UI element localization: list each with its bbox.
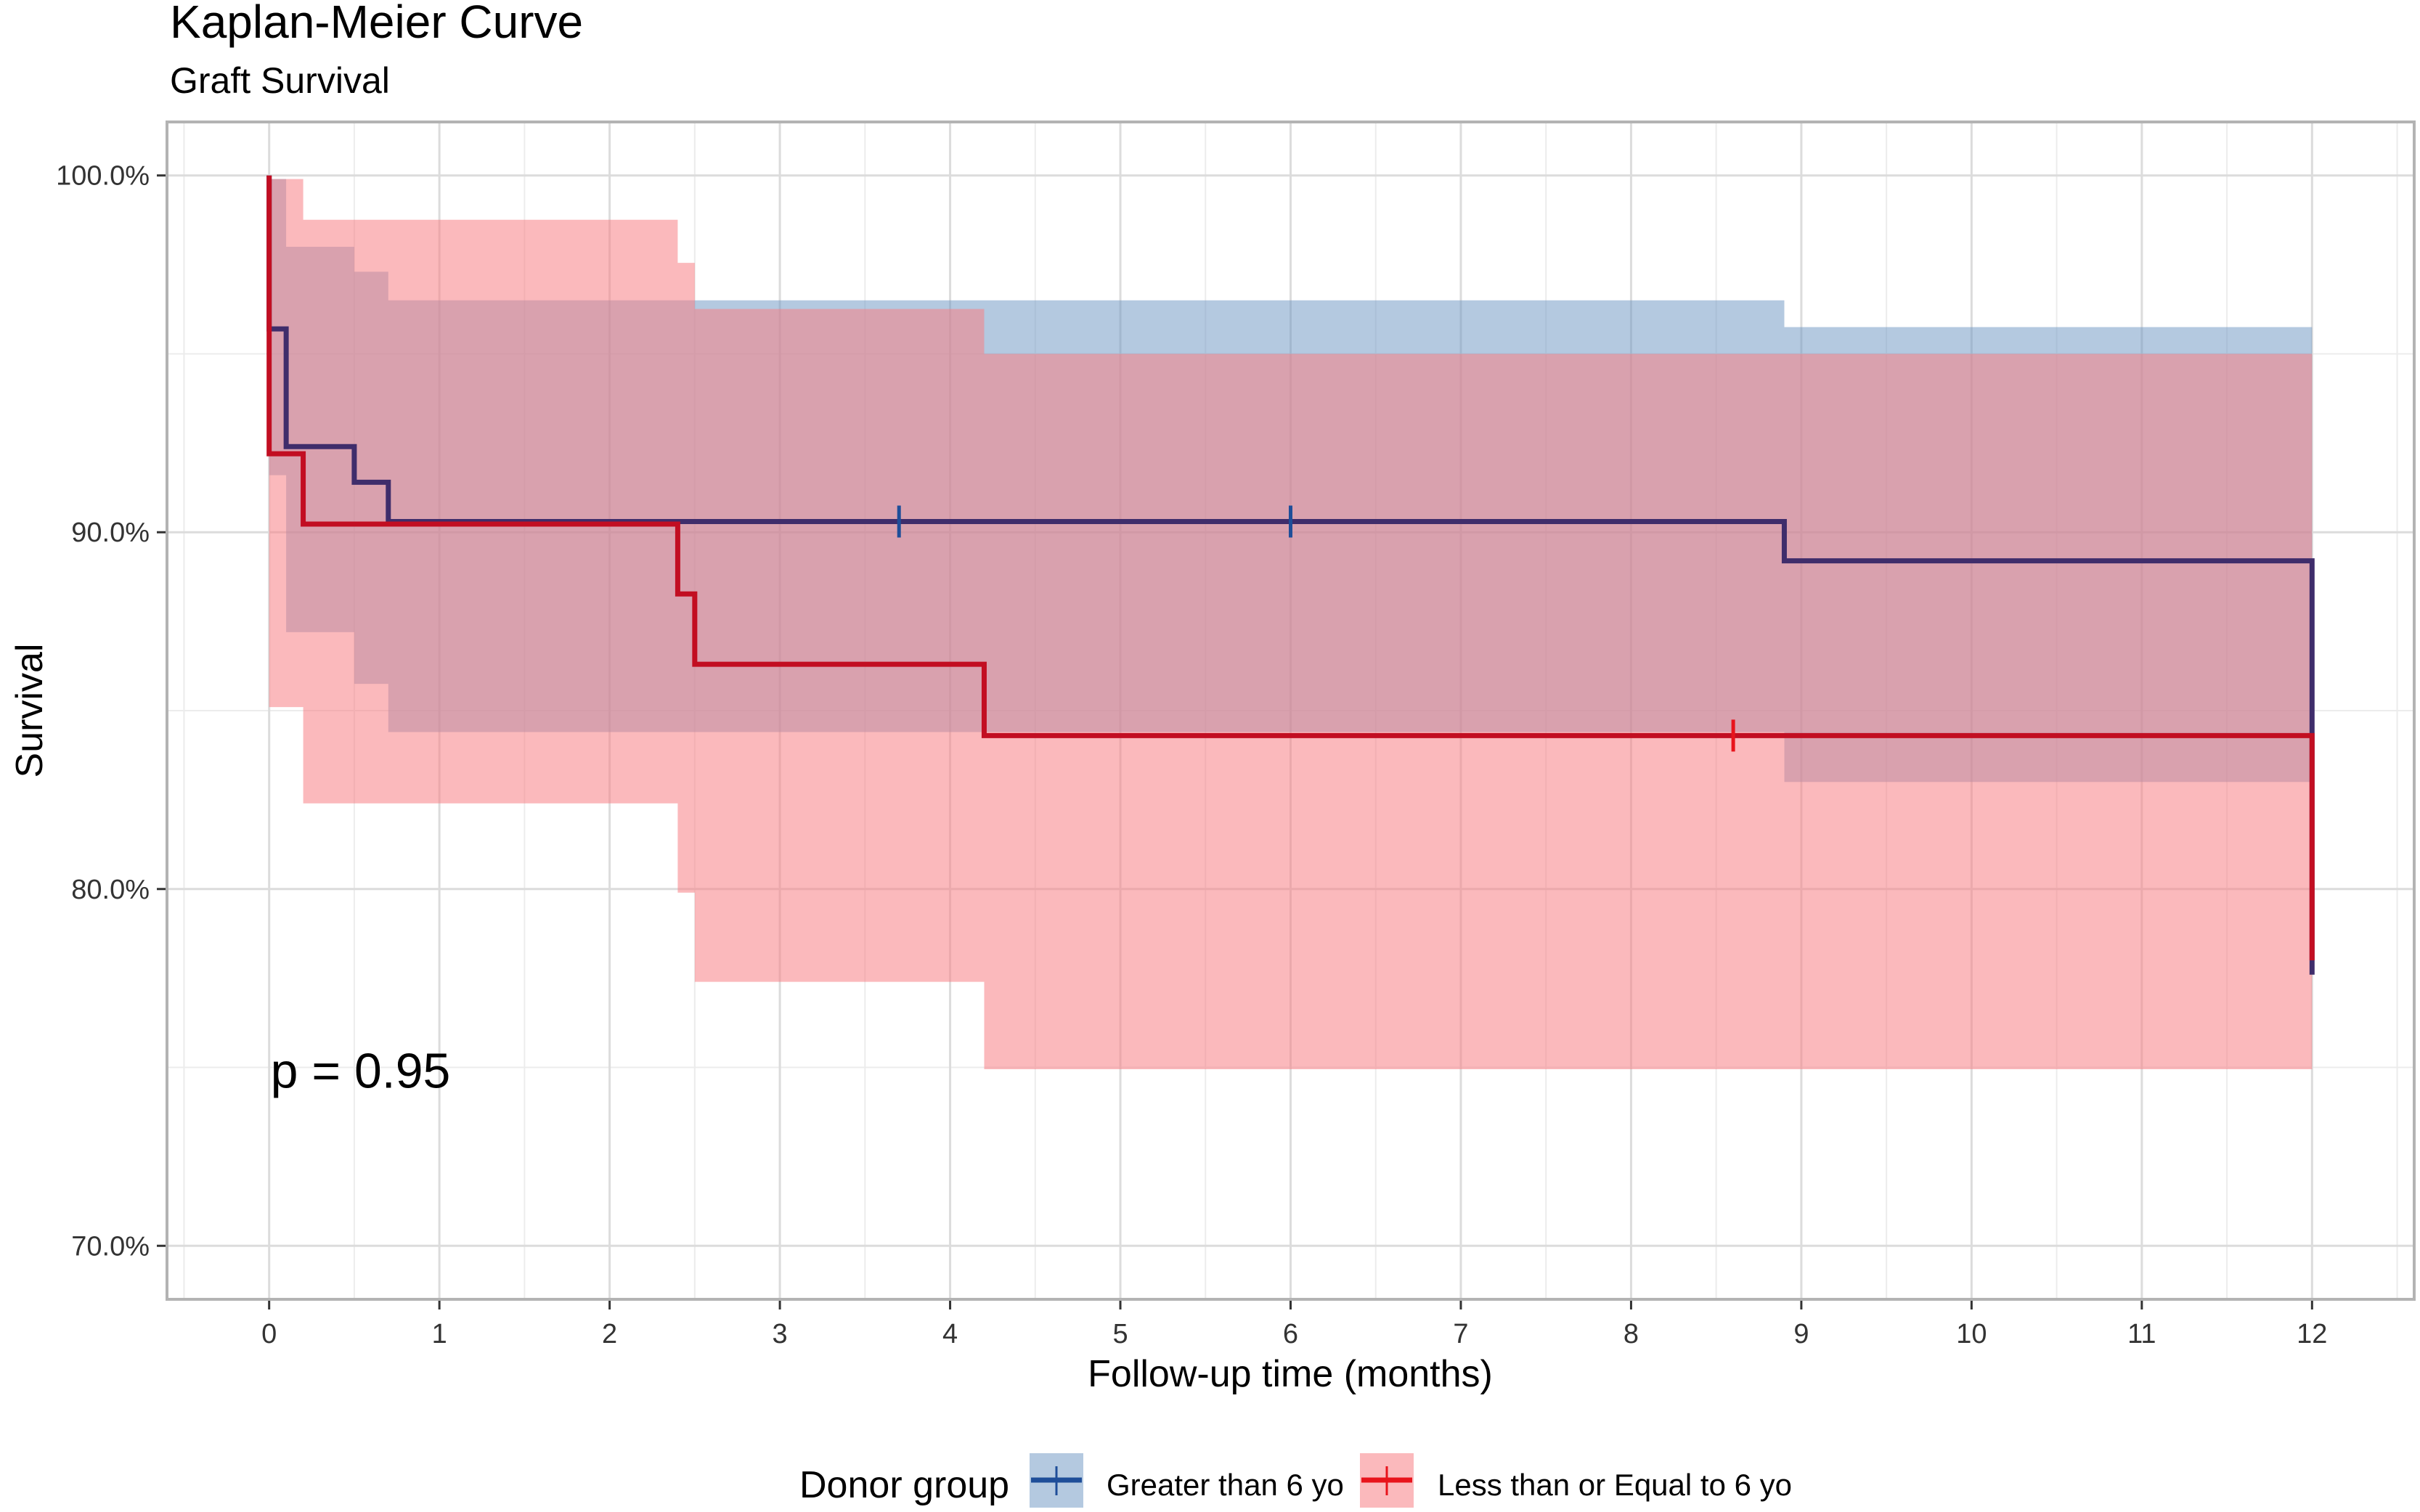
x-axis: 0 1 2 3 4 5 6 7 8 9 10 11 12: [261, 1301, 2327, 1349]
x-tick-label: 9: [1793, 1319, 1809, 1349]
legend-title: Donor group: [799, 1464, 1009, 1506]
confidence-bands: [269, 179, 2313, 1070]
y-tick-label: 80.0%: [71, 875, 150, 905]
x-tick-label: 5: [1112, 1319, 1128, 1349]
y-tick-label: 90.0%: [71, 518, 150, 548]
ci-band-less-equal-6: [269, 179, 2313, 1070]
x-tick-label: 1: [432, 1319, 447, 1349]
survival-curve-greater-than-6: [266, 175, 2315, 975]
x-tick-label: 3: [773, 1319, 788, 1349]
censor-marks: [897, 505, 1735, 752]
x-tick-label: 11: [2127, 1319, 2156, 1349]
survival-curve-less-equal-6: [266, 175, 2315, 961]
survival-curves: [266, 175, 2315, 975]
p-value-annotation: p = 0.95: [271, 1044, 451, 1099]
x-tick-label: 6: [1283, 1319, 1298, 1349]
x-tick-label: 12: [2297, 1319, 2327, 1349]
y-axis: 70.0% 80.0% 90.0% 100.0%: [56, 161, 166, 1262]
x-tick-label: 7: [1453, 1319, 1468, 1349]
chart-subtitle: Graft Survival: [170, 60, 390, 101]
x-tick-label: 2: [602, 1319, 617, 1349]
legend-item-greater-than-6[interactable]: Greater than 6 yo: [1030, 1453, 1344, 1508]
x-tick-label: 0: [261, 1319, 277, 1349]
y-tick-label: 100.0%: [56, 161, 150, 192]
plot-panel: [166, 120, 2416, 1301]
y-axis-title: Survival: [9, 644, 51, 778]
legend: Donor group Greater than 6 yo Less than …: [799, 1453, 1792, 1508]
panel-border: [166, 120, 2416, 1301]
y-tick-label: 70.0%: [71, 1231, 150, 1262]
x-axis-title: Follow-up time (months): [1088, 1353, 1493, 1395]
chart-title: Kaplan-Meier Curve: [170, 0, 583, 48]
x-tick-label: 8: [1623, 1319, 1639, 1349]
legend-item-less-equal-6[interactable]: Less than or Equal to 6 yo: [1360, 1453, 1792, 1508]
x-tick-label: 10: [1956, 1319, 1987, 1349]
legend-label-less-equal-6: Less than or Equal to 6 yo: [1438, 1468, 1792, 1502]
legend-label-greater-than-6: Greater than 6 yo: [1107, 1468, 1344, 1502]
x-tick-label: 4: [942, 1319, 958, 1349]
